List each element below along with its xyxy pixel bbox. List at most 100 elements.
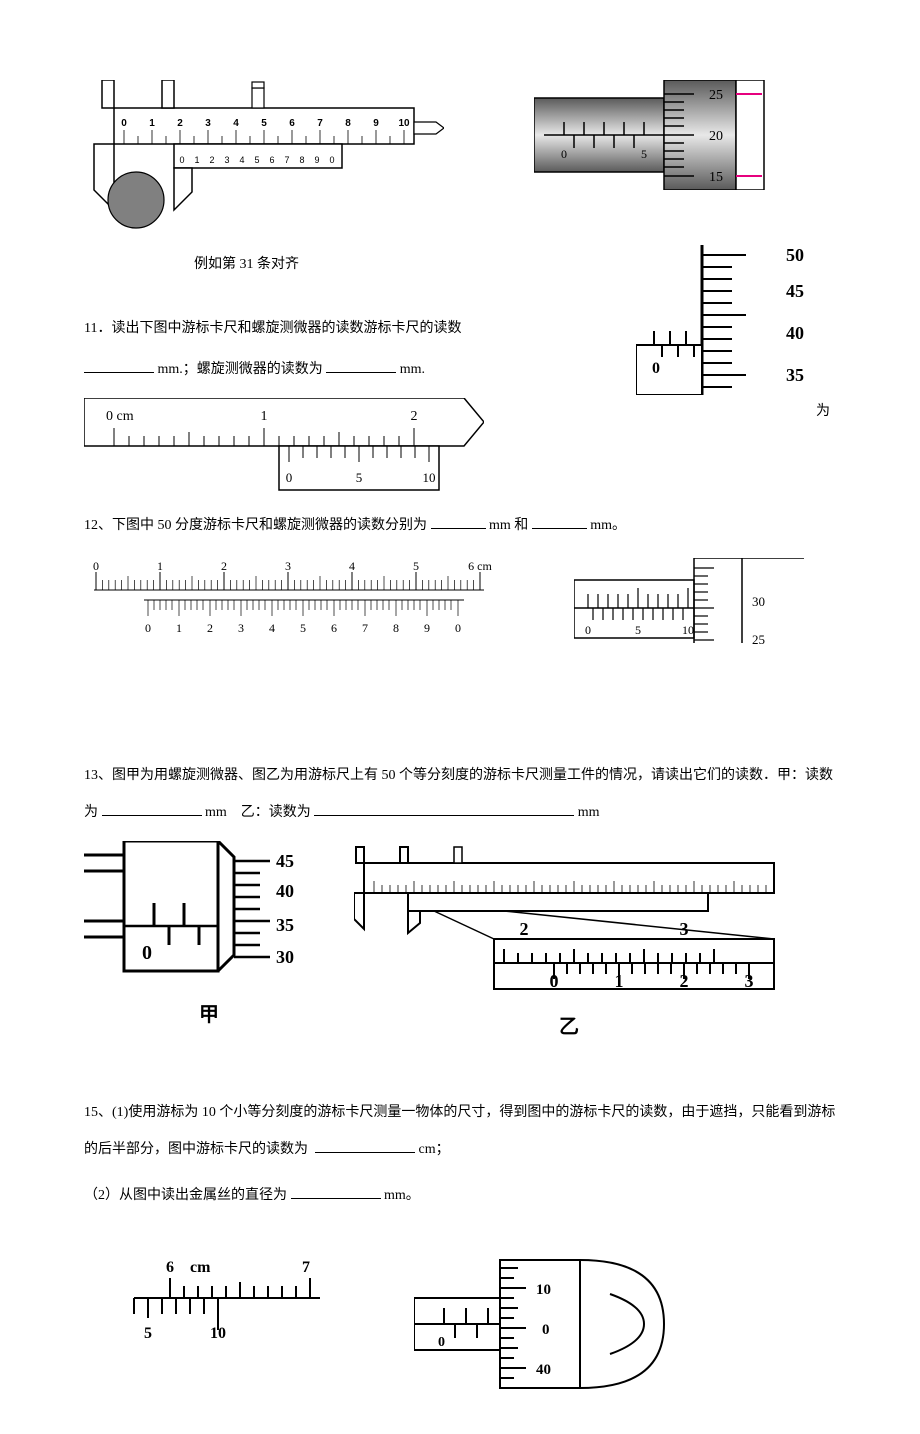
q15-prefix2: （2）从图中读出金属丝的直径为 xyxy=(84,1188,287,1203)
svg-text:20: 20 xyxy=(709,129,723,144)
svg-text:8: 8 xyxy=(299,155,304,165)
svg-text:10: 10 xyxy=(423,470,436,485)
svg-text:9: 9 xyxy=(314,155,319,165)
q13-blank-a xyxy=(102,801,202,816)
svg-text:1: 1 xyxy=(615,971,624,991)
svg-text:5: 5 xyxy=(144,1325,152,1342)
q12-text: 12、下图中 50 分度游标卡尺和螺旋测微器的读数分别为 mm 和 mm。 xyxy=(84,508,836,544)
q13-end: mm xyxy=(578,805,600,820)
svg-text:5: 5 xyxy=(413,559,419,573)
svg-text:5: 5 xyxy=(300,621,306,635)
svg-text:6: 6 xyxy=(269,155,274,165)
svg-text:45: 45 xyxy=(276,851,294,871)
q12-blank-a xyxy=(431,514,486,529)
q11-prefix: 11．读出下图中游标卡尺和螺旋测微器的读数游标卡尺的读数 xyxy=(84,321,461,336)
svg-text:3: 3 xyxy=(205,118,211,129)
caliper-figure: 012 345 678 910 012 345 678 90 xyxy=(84,80,444,277)
q12-micrometer-svg: 0 5 10 30 25 xyxy=(574,558,804,648)
q15-unit2: mm。 xyxy=(384,1188,420,1203)
q11-text: 11．读出下图中游标卡尺和螺旋测微器的读数游标卡尺的读数 xyxy=(84,311,616,347)
svg-text:3: 3 xyxy=(285,559,291,573)
svg-text:25: 25 xyxy=(752,632,765,647)
svg-text:5: 5 xyxy=(261,118,267,129)
svg-text:9: 9 xyxy=(373,118,379,129)
q15-vernier-svg: 6cm7 510 xyxy=(124,1254,324,1354)
q12-prefix: 12、下图中 50 分度游标卡尺和螺旋测微器的读数分别为 xyxy=(84,518,427,533)
svg-text:4: 4 xyxy=(233,118,239,129)
svg-text:7: 7 xyxy=(362,621,368,635)
svg-text:2: 2 xyxy=(520,919,529,939)
svg-text:40: 40 xyxy=(536,1362,551,1378)
svg-text:10: 10 xyxy=(398,118,410,129)
svg-text:2: 2 xyxy=(680,971,689,991)
svg-text:8: 8 xyxy=(393,621,399,635)
svg-text:40: 40 xyxy=(786,323,804,343)
svg-text:7: 7 xyxy=(317,118,323,129)
svg-text:4: 4 xyxy=(239,155,244,165)
svg-text:2: 2 xyxy=(411,409,418,424)
q13-figs: 0 4540 3530 甲 xyxy=(84,841,836,1045)
svg-text:1: 1 xyxy=(149,118,155,129)
svg-text:5: 5 xyxy=(356,470,363,485)
q13-yi-svg: 23 01 23 xyxy=(354,841,784,1011)
q11-blank1 xyxy=(84,358,154,373)
q13-blank-b xyxy=(314,801,574,816)
svg-text:15: 15 xyxy=(709,170,723,185)
q11-blank2 xyxy=(326,358,396,373)
svg-text:0: 0 xyxy=(329,155,334,165)
micrometer-top-svg: 0 5 25 20 15 xyxy=(534,80,784,190)
q12-blank-b xyxy=(532,514,587,529)
svg-text:0: 0 xyxy=(121,118,127,129)
svg-text:5: 5 xyxy=(254,155,259,165)
svg-text:30: 30 xyxy=(752,594,765,609)
svg-text:8: 8 xyxy=(345,118,351,129)
caliper-svg: 012 345 678 910 012 345 678 90 xyxy=(84,80,444,250)
svg-text:0: 0 xyxy=(542,1322,550,1338)
svg-text:35: 35 xyxy=(786,365,804,385)
q15-figs: 6cm7 510 xyxy=(124,1254,836,1394)
svg-text:0 cm: 0 cm xyxy=(106,409,134,424)
q13-jia: 0 4540 3530 甲 xyxy=(84,841,334,1033)
svg-text:1: 1 xyxy=(261,409,268,424)
svg-text:10: 10 xyxy=(682,623,694,637)
q13-yi-label: 乙 xyxy=(354,1009,784,1045)
micrometer-top-figure: 0 5 25 20 15 xyxy=(534,80,784,190)
q15-line1: 15、(1)使用游标为 10 个小等分刻度的游标卡尺测量一物体的尺寸，得到图中的… xyxy=(84,1095,836,1168)
svg-text:1: 1 xyxy=(176,621,182,635)
svg-text:0: 0 xyxy=(93,559,99,573)
svg-text:2: 2 xyxy=(207,621,213,635)
q13-yi: 23 01 23 乙 xyxy=(354,841,784,1045)
svg-text:5: 5 xyxy=(635,623,641,637)
svg-text:3: 3 xyxy=(680,919,689,939)
q11-micrometer: 0 50 45 40 35 为 xyxy=(636,245,836,424)
svg-text:5: 5 xyxy=(641,147,647,161)
svg-text:6: 6 xyxy=(331,621,337,635)
q12-unit-b: mm。 xyxy=(590,518,626,533)
q11-unit2: mm. xyxy=(400,362,425,377)
svg-text:0: 0 xyxy=(142,942,152,964)
svg-text:25: 25 xyxy=(709,88,723,103)
svg-text:50: 50 xyxy=(786,245,804,265)
q12-vernier-svg: 012 345 6 cm 012 345 xyxy=(84,558,504,648)
svg-text:0: 0 xyxy=(585,623,591,637)
svg-text:3: 3 xyxy=(224,155,229,165)
svg-text:0: 0 xyxy=(550,971,559,991)
svg-text:1: 1 xyxy=(157,559,163,573)
svg-text:1: 1 xyxy=(194,155,199,165)
q11-line2: mm.；螺旋测微器的读数为 mm. xyxy=(84,352,616,388)
svg-text:40: 40 xyxy=(276,881,294,901)
svg-text:3: 3 xyxy=(238,621,244,635)
svg-text:4: 4 xyxy=(269,621,275,635)
svg-text:0: 0 xyxy=(145,621,151,635)
q12-unit-a: mm 和 xyxy=(489,518,528,533)
q11-tail: 为 xyxy=(636,399,836,424)
q15-micrometer-svg: 0 10 0 40 xyxy=(414,1254,674,1394)
q13-mid: mm 乙：读数为 xyxy=(205,805,311,820)
q13-text: 13、图甲为用螺旋测微器、图乙为用游标尺上有 50 个等分刻度的游标卡尺测量工件… xyxy=(84,758,836,831)
q11-unit1: mm.；螺旋测微器的读数为 xyxy=(158,362,323,377)
svg-text:7: 7 xyxy=(284,155,289,165)
q11-micrometer-svg: 0 50 45 40 35 xyxy=(636,245,836,395)
q15-blank2 xyxy=(291,1184,381,1199)
q11-vernier-svg: 0 cm 1 2 xyxy=(84,398,484,498)
svg-text:10: 10 xyxy=(536,1282,551,1298)
